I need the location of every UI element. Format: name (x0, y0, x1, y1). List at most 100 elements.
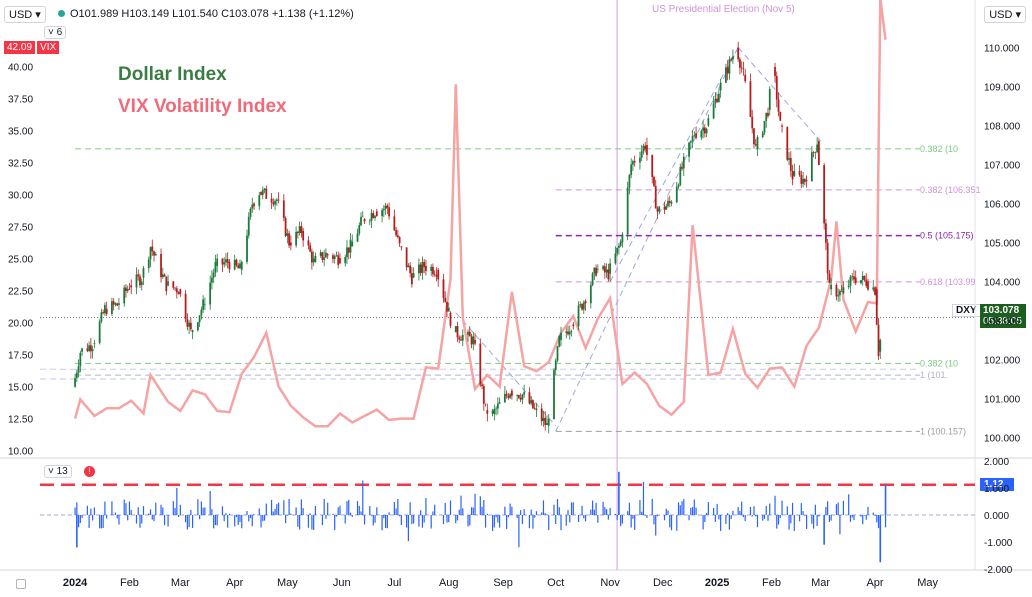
dxy-candle (326, 254, 329, 256)
dxy-candle (86, 348, 89, 351)
currency-select[interactable]: USD ▾ (984, 6, 1026, 23)
dxy-candle (300, 226, 303, 234)
dxy-candle (651, 154, 654, 177)
dxy-candle (393, 216, 396, 231)
dxy-candle (781, 125, 783, 127)
dxy-candle (493, 408, 496, 415)
dxy-candle (384, 205, 387, 210)
symbol-select[interactable]: USD ▾ (4, 6, 46, 23)
dxy-candle (246, 235, 248, 262)
left-tick-label: 32.50 (8, 158, 33, 169)
dxy-candle (681, 167, 683, 169)
dxy-candle (167, 281, 169, 286)
dxy-candle (135, 274, 138, 288)
dxy-candle (542, 417, 545, 422)
dxy-candle (617, 245, 620, 248)
dxy-candle (189, 322, 192, 330)
dxy-candle (816, 144, 819, 153)
dxy-candle (368, 220, 371, 222)
dxy-candle (621, 234, 624, 243)
dxy-series (74, 41, 882, 434)
dxy-candle (375, 211, 378, 217)
dxy-candle (332, 255, 334, 260)
dxy-candle (742, 68, 745, 69)
x-tick-label: Feb (120, 577, 139, 589)
dxy-candle (842, 287, 845, 294)
dxy-candle (521, 394, 524, 400)
dxy-candle (374, 216, 376, 219)
dxy-candle (737, 47, 740, 60)
dxy-candle (142, 268, 145, 278)
dxy-candle (435, 274, 438, 277)
dxy-candle (282, 200, 285, 219)
dxy-candle (802, 178, 804, 184)
dxy-candle (296, 231, 299, 233)
dxy-tag-value: 103.078 (983, 305, 1020, 316)
dxy-candle (814, 152, 817, 153)
dxy-candle (91, 349, 94, 352)
dxy-candle (535, 408, 538, 411)
dxy-candle (112, 301, 115, 305)
dxy-candle (779, 111, 782, 121)
dxy-candle (396, 235, 399, 238)
dxy-candle (481, 384, 483, 387)
dxy-candle (654, 185, 657, 209)
dxy-candle (339, 258, 341, 264)
dxy-candle (358, 225, 361, 234)
dxy-candle (288, 233, 290, 246)
dxy-candle (714, 98, 717, 104)
dxy-candle (544, 417, 547, 425)
x-tick-label: Feb (762, 577, 781, 589)
dxy-candle (337, 255, 340, 265)
left-tick-label: 37.50 (8, 94, 33, 105)
x-tick-label: 2025 (705, 577, 729, 589)
dxy-candle (277, 199, 280, 201)
dxy-candle (184, 293, 187, 320)
dxy-candle (381, 210, 383, 217)
dxy-candle (128, 288, 131, 290)
dxy-candle (553, 370, 555, 420)
dxy-candle (582, 302, 585, 310)
right-tick-label: 102.000 (984, 356, 1021, 367)
dxy-candle (498, 402, 501, 404)
settings-icon[interactable] (16, 579, 26, 589)
dxy-candle (165, 276, 168, 292)
dxy-candle (540, 408, 543, 422)
dxy-candle (851, 276, 854, 277)
dxy-candle (314, 255, 317, 262)
dxy-candle (263, 188, 266, 191)
x-tick-label: Jun (333, 577, 351, 589)
dxy-candle (474, 340, 476, 344)
dxy-candle (860, 280, 862, 284)
dxy-candle (323, 257, 326, 260)
x-tick-label: Mar (171, 577, 190, 589)
dxy-candle (810, 152, 813, 182)
indicator-length-toggle[interactable]: ˅ 6 (44, 26, 67, 39)
left-tick-label: 30.00 (8, 190, 33, 201)
dxy-candle (519, 397, 522, 400)
dxy-candle (382, 209, 385, 211)
dxy-candle (253, 203, 255, 207)
dxy-candle (744, 74, 747, 82)
dxy-candle (546, 422, 548, 425)
left-tick-label: 22.50 (8, 287, 33, 298)
dxy-candle (370, 213, 373, 221)
fib-label: 1 (100.157) (920, 426, 966, 436)
dxy-candle (75, 372, 78, 379)
volume-length-toggle[interactable]: ˅ 13 (44, 465, 72, 478)
warning-icon[interactable]: ! (84, 466, 95, 477)
dxy-candle (628, 174, 631, 188)
dxy-candle (126, 288, 129, 292)
dxy-candle (867, 281, 869, 290)
dxy-candle (767, 112, 769, 117)
dxy-candle (719, 82, 722, 91)
dxy-candle (700, 130, 703, 138)
dxy-candle (712, 103, 715, 119)
axes: 2024 Feb Mar Apr May Jun Jul Aug Sep Oct Nov Dec 202… (8, 44, 1021, 590)
dxy-candle (875, 289, 878, 325)
dxy-candle (233, 259, 236, 270)
grid (0, 0, 1032, 571)
dxy-candle (670, 202, 673, 204)
dxy-candle (74, 378, 76, 387)
